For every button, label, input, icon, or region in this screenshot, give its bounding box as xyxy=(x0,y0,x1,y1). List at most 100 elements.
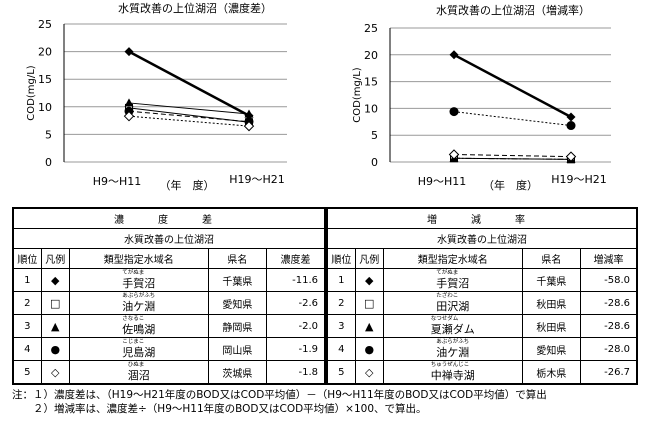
cell-waterbody: ひぬま 涸沼 xyxy=(68,360,209,385)
table-row: 3 ▲ なつせダム 夏瀬ダム 秋田県 -28.6 xyxy=(326,314,638,338)
waterbody-name: 佐鳴湖 xyxy=(122,323,156,336)
footnote-2: ２）増減率は、濃度差÷（H9～H11年度のBOD又はCOD平均値）×100、で算… xyxy=(12,403,427,415)
series-line xyxy=(128,115,250,127)
series-line xyxy=(128,50,250,117)
y-tick-labels: 0 5 10 15 20 25 xyxy=(38,18,52,169)
cell-value: -28.6 xyxy=(580,291,638,315)
waterbody-reading: こじまこ xyxy=(122,339,145,345)
chart-change-rate: 水質改善の上位湖沼（増減率） 0 5 10 15 20 25 COD(mg/L) H9～H… xyxy=(328,0,655,200)
series-line xyxy=(128,107,250,123)
table-concentration-difference: 濃 度 差 水質改善の上位湖沼 順位 凡例 類型指定水域名 県名 濃度差 1 ◆ て… xyxy=(12,207,326,385)
y-tick-label: 15 xyxy=(364,76,378,89)
y-tick-label: 0 xyxy=(371,156,378,169)
x-tick-label-start: H9～H11 xyxy=(93,175,142,188)
cell-value: -28.0 xyxy=(580,337,638,361)
waterbody-name: 児島湖 xyxy=(122,346,156,359)
y-tick-label: 20 xyxy=(38,46,52,59)
table-row: 4 ● こじまこ 児島湖 岡山県 -1.9 xyxy=(12,337,326,361)
series-佐鳴湖 xyxy=(124,98,254,118)
waterbody-name: 夏瀬ダム xyxy=(430,323,475,336)
cell-waterbody: あぶらがふち 油ケ淵 xyxy=(382,337,523,361)
cell-rank: 2 xyxy=(12,291,42,315)
data-point-marker xyxy=(566,121,576,131)
table-row: 3 ▲ さなるこ 佐鳴湖 静岡県 -2.0 xyxy=(12,314,326,338)
footnotes: 注：１）濃度差は、（H19～H21年度のBOD又はCOD平均値）－（H9～H11… xyxy=(12,388,547,416)
cell-waterbody: なつせダム 夏瀬ダム xyxy=(382,314,523,338)
y-tick-label: 15 xyxy=(38,73,52,86)
waterbody-name: 田沢湖 xyxy=(436,300,470,313)
cell-waterbody: てがぬま 手賀沼 xyxy=(68,268,209,292)
waterbody-name: 油ケ淵 xyxy=(436,346,470,359)
cell-waterbody: てがぬま 手賀沼 xyxy=(382,268,523,292)
series-涸沼 xyxy=(123,110,255,132)
table-row: 1 ◆ てがぬま 手賀沼 千葉県 -11.6 xyxy=(12,268,326,292)
x-tick-label-end: H19～H21 xyxy=(551,173,607,186)
waterbody-name: 油ケ淵 xyxy=(122,300,156,313)
cell-prefecture: 秋田県 xyxy=(521,314,582,338)
cell-waterbody: ちゅうぜんじこ 中禅寺湖 xyxy=(382,360,523,385)
waterbody-reading: あぶらがふち xyxy=(436,339,470,345)
chart-concentration-difference: 水質改善の上位湖沼（濃度差） 0 5 10 15 20 25 COD(mg/L) H9～H… xyxy=(0,0,330,200)
chart-title: 水質改善の上位湖沼（濃度差） xyxy=(118,1,272,15)
cell-rank: 1 xyxy=(12,268,42,292)
table-section-title: 増 減 率 xyxy=(326,207,638,229)
data-point-marker xyxy=(449,107,459,117)
series-line xyxy=(453,53,572,119)
cell-prefecture: 秋田県 xyxy=(521,291,582,315)
x-axis-caption: （年 度） xyxy=(483,178,538,192)
cell-prefecture: 千葉県 xyxy=(521,268,582,292)
series-line xyxy=(453,111,572,127)
cell-legend-marker: ● xyxy=(354,337,384,361)
waterbody-name: 涸沼 xyxy=(127,369,150,382)
cell-prefecture: 千葉県 xyxy=(207,268,268,292)
y-tick-label: 25 xyxy=(364,22,378,35)
data-point-marker xyxy=(449,50,459,60)
waterbody-name: 中禅寺湖 xyxy=(430,369,475,382)
footnote-1: 注：１）濃度差は、（H19～H21年度のBOD又はCOD平均値）－（H9～H11… xyxy=(12,389,547,401)
chart-gridlines xyxy=(389,27,611,163)
data-point-marker xyxy=(565,151,577,162)
y-tick-label: 0 xyxy=(45,156,52,169)
col-header-rank: 順位 xyxy=(326,248,356,269)
col-header-legend: 凡例 xyxy=(354,248,384,269)
cell-value: -11.6 xyxy=(266,268,326,292)
data-point-marker xyxy=(448,149,460,160)
y-tick-label: 20 xyxy=(364,49,378,62)
series-油ケ淵 xyxy=(449,107,576,131)
chart-right-svg: 水質改善の上位湖沼（増減率） 0 5 10 15 20 25 COD(mg/L) H9～H… xyxy=(352,3,611,192)
cell-prefecture: 愛知県 xyxy=(207,291,268,315)
series-中禅寺湖 xyxy=(448,149,577,162)
series-line xyxy=(128,102,250,115)
data-point-marker xyxy=(243,120,255,132)
cell-legend-marker: ◆ xyxy=(354,268,384,292)
cell-rank: 5 xyxy=(12,360,42,385)
cell-rank: 3 xyxy=(12,314,42,338)
cell-waterbody: こじまこ 児島湖 xyxy=(68,337,209,361)
series-line xyxy=(453,153,572,158)
data-point-marker xyxy=(566,112,576,122)
cell-value: -28.6 xyxy=(580,314,638,338)
series-line xyxy=(453,157,572,160)
cell-legend-marker: □ xyxy=(40,291,70,315)
cell-value: -2.0 xyxy=(266,314,326,338)
col-header-waterbody: 類型指定水域名 xyxy=(68,248,209,269)
waterbody-reading: なつせダム xyxy=(430,316,459,322)
y-tick-label: 5 xyxy=(45,128,52,141)
cell-rank: 4 xyxy=(326,337,356,361)
series-lines xyxy=(448,50,577,164)
cell-legend-marker: ◇ xyxy=(40,360,70,385)
col-header-prefecture: 県名 xyxy=(521,248,582,269)
table-section-title: 濃 度 差 xyxy=(12,207,326,229)
table-row: 1 ◆ てがぬま 手賀沼 千葉県 -58.0 xyxy=(326,268,638,292)
cell-legend-marker: ◆ xyxy=(40,268,70,292)
cell-value: -1.8 xyxy=(266,360,326,385)
x-tick-label-end: H19～H21 xyxy=(229,173,285,186)
data-point-marker xyxy=(124,47,134,57)
cell-legend-marker: □ xyxy=(354,291,384,315)
cell-waterbody: さなるこ 佐鳴湖 xyxy=(68,314,209,338)
cell-value: -1.9 xyxy=(266,337,326,361)
cell-value: -58.0 xyxy=(580,268,638,292)
table-row: 5 ◇ ひぬま 涸沼 茨城県 -1.8 xyxy=(12,360,326,385)
table-row: 5 ◇ ちゅうぜんじこ 中禅寺湖 栃木県 -26.7 xyxy=(326,360,638,385)
waterbody-name: 手賀沼 xyxy=(122,277,156,290)
